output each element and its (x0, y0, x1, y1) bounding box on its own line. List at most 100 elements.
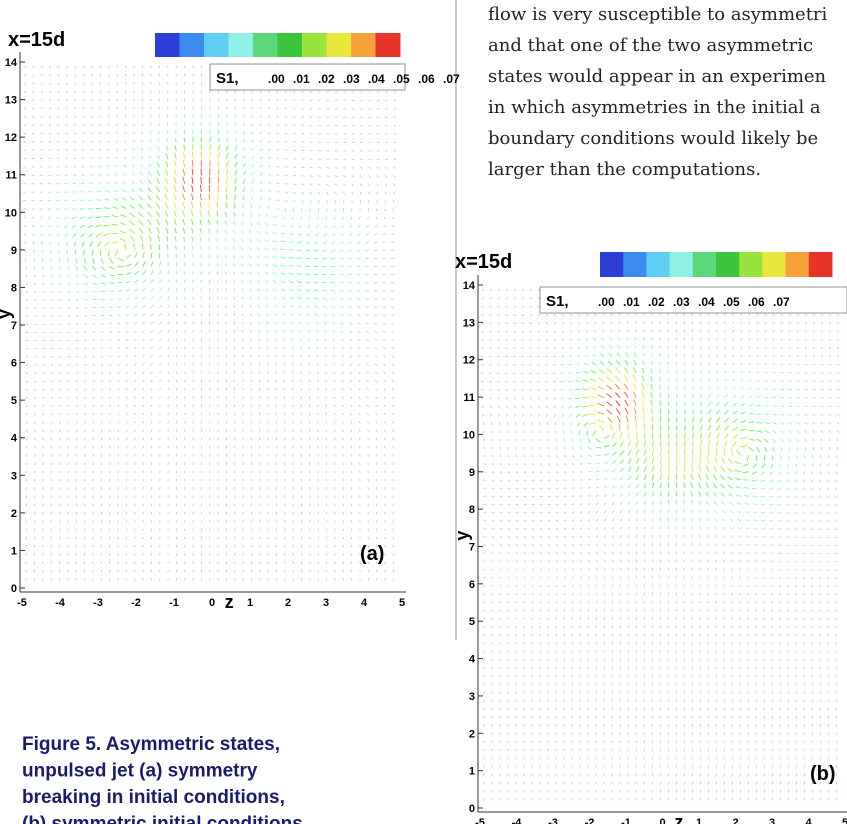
vector (360, 108, 363, 110)
vector (134, 503, 136, 507)
vector (391, 290, 394, 292)
vector (217, 129, 220, 135)
vector (125, 313, 129, 317)
vector (96, 199, 102, 201)
vector (159, 304, 162, 308)
vector (571, 471, 575, 473)
vector (583, 362, 589, 366)
vector (117, 347, 120, 350)
vector (391, 298, 394, 300)
vector (165, 169, 169, 176)
vector (175, 338, 178, 341)
vector (563, 617, 566, 620)
vector (589, 387, 597, 390)
vector (349, 330, 353, 333)
vector (266, 329, 269, 333)
vector (100, 266, 106, 271)
vector (739, 592, 741, 596)
vector (166, 236, 169, 242)
vector (284, 437, 286, 441)
vector (491, 601, 494, 604)
vector (65, 140, 68, 143)
vector (531, 438, 533, 442)
vector (634, 344, 637, 349)
vector (659, 456, 663, 464)
vector (173, 185, 177, 193)
vector (591, 362, 597, 366)
vector (117, 322, 121, 325)
vector (50, 454, 53, 457)
vector (563, 543, 567, 547)
vector (491, 584, 494, 588)
vector (603, 494, 607, 497)
vector (529, 322, 533, 325)
vector (305, 273, 311, 276)
vector (306, 321, 311, 325)
vector (90, 98, 94, 102)
vector (125, 511, 128, 515)
vector (117, 520, 119, 523)
vector (64, 224, 68, 229)
vector (563, 446, 566, 450)
vector (375, 412, 378, 416)
vector (531, 471, 535, 474)
vector (224, 220, 227, 226)
vector (141, 98, 144, 102)
vector (507, 560, 510, 563)
vector (67, 299, 71, 301)
vector (547, 650, 550, 653)
vector (116, 90, 119, 93)
vector (259, 172, 263, 176)
vector (175, 379, 178, 383)
vector (191, 236, 194, 242)
vector (736, 502, 741, 506)
vector (50, 299, 54, 302)
vector (357, 322, 361, 325)
vector (587, 446, 592, 450)
vector (25, 299, 29, 301)
vector (326, 124, 330, 127)
vector (282, 313, 286, 317)
vector (31, 166, 35, 168)
vector (71, 208, 77, 211)
vector (350, 396, 353, 399)
y-axis-label: y (0, 309, 14, 319)
vector (563, 463, 567, 466)
vector (318, 166, 321, 169)
vector (67, 520, 69, 523)
vector (83, 421, 87, 424)
vector (367, 478, 369, 482)
vector (156, 194, 160, 201)
vector (350, 495, 353, 498)
vector (643, 313, 645, 316)
vector (531, 683, 533, 686)
vector (383, 371, 386, 375)
vector (675, 424, 678, 431)
vector (603, 519, 607, 522)
vector (74, 65, 77, 69)
vector (340, 330, 344, 333)
vector (690, 491, 693, 497)
vector (307, 338, 311, 342)
vector (124, 115, 127, 118)
vector (33, 290, 37, 294)
vector (716, 313, 718, 316)
vector (367, 528, 369, 531)
vector (233, 321, 236, 325)
vector (545, 322, 549, 325)
vector (350, 470, 353, 474)
vector (284, 149, 288, 152)
vector (158, 130, 160, 135)
vector (600, 353, 605, 358)
vector (67, 553, 69, 556)
vector (707, 633, 709, 637)
vector (289, 232, 294, 236)
vector (134, 371, 137, 375)
vector (391, 322, 394, 325)
vector (374, 306, 378, 309)
vector (553, 330, 557, 333)
vector (134, 396, 136, 399)
vector (515, 683, 517, 686)
vector (200, 254, 202, 259)
vector (33, 553, 36, 556)
